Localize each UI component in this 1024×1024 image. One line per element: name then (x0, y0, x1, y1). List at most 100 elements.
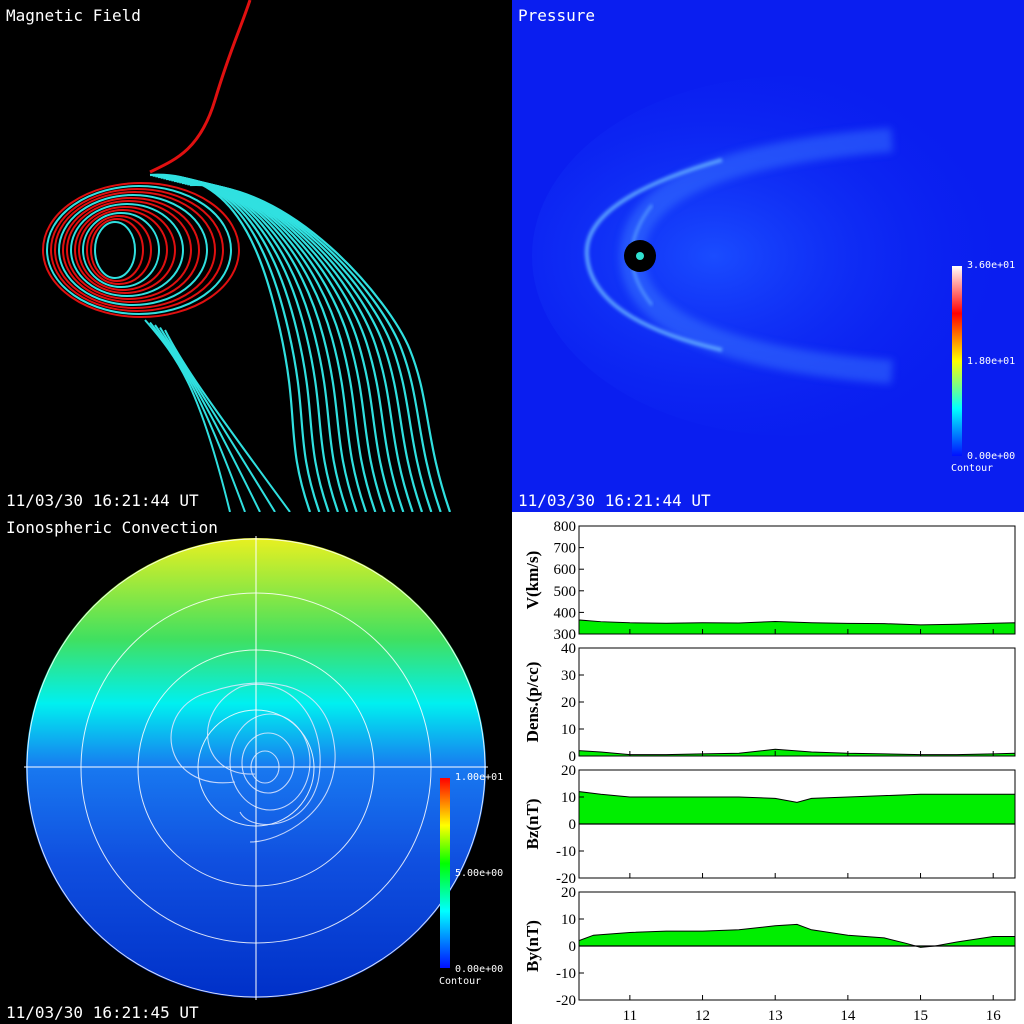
open-field-line (181, 181, 424, 512)
y-tick-label: 700 (554, 541, 577, 557)
magnetic-field-time: 11/03/30 16:21:44 UT (6, 491, 199, 510)
y-tick-label: -10 (556, 844, 576, 860)
open-field-line (168, 178, 377, 512)
earth-core (636, 252, 644, 260)
open-field-line (160, 176, 349, 512)
open-field-line (159, 326, 276, 512)
y-tick-label: 600 (554, 562, 577, 578)
open-field-line (144, 319, 231, 512)
closed-field-loop (78, 209, 168, 291)
magnetic-field-plot (42, 0, 452, 512)
convection-contours (170, 682, 336, 843)
closed-field-loop (70, 203, 184, 297)
y-tick-label: 20 (561, 763, 576, 779)
chart-3: -20 -10 0 10 20 By(nT) 11 12 13 14 15 16 (523, 885, 1016, 1024)
closed-field-loop (46, 185, 232, 315)
closed-field-loop (62, 197, 200, 303)
pressure-colorbar-max: 3.60e+01 (967, 260, 1015, 271)
ionosphere-colorbar-caption: Contour (439, 976, 481, 987)
open-field-line (149, 173, 312, 512)
magnetic-field-panel: Magnetic Field 11/03/30 16:21:44 UT (0, 0, 512, 512)
field-lines (42, 0, 452, 512)
ionosphere-colorbar-min: 0.00e+00 (455, 964, 503, 975)
series-area (578, 619, 1016, 635)
x-tick-label: 12 (695, 1008, 710, 1024)
ionosphere-colorbar-mid: 5.00e+00 (455, 868, 503, 879)
y-axis-label: By(nT) (523, 920, 542, 972)
y-tick-label: 10 (561, 790, 576, 806)
pressure-colorbar-caption: Contour (951, 463, 993, 474)
pressure-plot: 3.60e+01 1.80e+01 0.00e+00 Contour (532, 76, 1024, 474)
pressure-title: Pressure (518, 6, 596, 25)
y-tick-label: -20 (556, 993, 576, 1009)
y-tick-label: 20 (561, 695, 576, 711)
bow-shock-front (584, 158, 723, 352)
open-field-line (152, 174, 321, 512)
chart-2: -20 -10 0 10 20 Bz(nT) (523, 763, 1016, 887)
y-tick-label: 40 (561, 641, 576, 657)
closed-field-loop (58, 194, 208, 306)
closed-field-loop (90, 218, 144, 282)
solar-wind-charts: 300 400 500 600 700 800 V(km/s) 0 10 20 30 40 Dens.(… (523, 519, 1016, 1024)
open-field-line (149, 321, 246, 512)
y-tick-label: 20 (561, 885, 576, 901)
ionosphere-colorbar (440, 778, 450, 968)
pressure-panel: 3.60e+01 1.80e+01 0.00e+00 Contour Press… (512, 0, 1024, 512)
series-area (578, 791, 1016, 825)
pressure-colorbar-min: 0.00e+00 (967, 451, 1015, 462)
pressure-colorbar-mid: 1.80e+01 (967, 356, 1015, 367)
y-tick-label: 0 (569, 749, 577, 765)
y-tick-label: 400 (554, 605, 577, 621)
y-tick-label: 300 (554, 627, 577, 643)
ionosphere-colorbar-max: 1.00e+01 (455, 772, 503, 783)
open-field-line (165, 177, 368, 512)
y-tick-label: 10 (561, 722, 576, 738)
pressure-colorbar (952, 266, 962, 456)
y-tick-label: 0 (569, 817, 577, 833)
chart-0: 300 400 500 600 700 800 V(km/s) (523, 519, 1016, 643)
closed-field-loop (66, 200, 192, 300)
chart-1: 0 10 20 30 40 Dens.(p/cc) (523, 641, 1016, 765)
open-field-line (155, 175, 330, 512)
open-field-line (184, 182, 433, 512)
closed-field-loop (50, 188, 224, 312)
x-tick-label: 15 (913, 1008, 928, 1024)
y-tick-label: 500 (554, 584, 577, 600)
ionosphere-title: Ionospheric Convection (6, 518, 218, 537)
y-tick-label: -10 (556, 966, 576, 982)
ionosphere-time: 11/03/30 16:21:45 UT (6, 1003, 199, 1022)
pressure-time: 11/03/30 16:21:44 UT (518, 491, 711, 510)
y-tick-label: -20 (556, 871, 576, 887)
x-tick-label: 11 (623, 1008, 637, 1024)
solar-wind-panel: 300 400 500 600 700 800 V(km/s) 0 10 20 30 40 Dens.(… (512, 512, 1024, 1024)
ionospheric-convection-panel: 1.00e+01 5.00e+00 0.00e+00 Contour Ionos… (0, 512, 512, 1024)
open-field-line (157, 175, 340, 512)
y-axis-label: Dens.(p/cc) (523, 662, 542, 743)
ionosphere-plot: 1.00e+01 5.00e+00 0.00e+00 Contour (24, 536, 503, 1000)
x-tick-label: 16 (986, 1008, 1002, 1024)
open-field-line (164, 329, 291, 512)
closed-field-loop (54, 191, 216, 309)
closed-field-loop (82, 212, 160, 288)
series-area (578, 748, 1016, 757)
y-tick-label: 0 (569, 939, 577, 955)
open-field-line (154, 324, 261, 512)
magnetic-field-title: Magnetic Field (6, 6, 141, 25)
series-area (578, 923, 1016, 948)
y-tick-label: 10 (561, 912, 576, 928)
magnetosheath-glow (532, 76, 1024, 436)
y-axis-label: Bz(nT) (523, 799, 542, 850)
y-tick-label: 30 (561, 668, 576, 684)
open-field-line-north (149, 0, 252, 174)
closed-field-loop (94, 221, 136, 279)
chart-frame (578, 525, 1016, 635)
y-tick-label: 800 (554, 519, 577, 535)
closed-field-loop (86, 215, 152, 285)
x-tick-label: 14 (840, 1008, 856, 1024)
chart-frame (578, 647, 1016, 757)
y-axis-label: V(km/s) (523, 551, 542, 610)
closed-field-loop (42, 182, 240, 318)
closed-field-loop (74, 206, 176, 294)
x-tick-label: 13 (768, 1008, 783, 1024)
open-field-line (189, 183, 452, 512)
